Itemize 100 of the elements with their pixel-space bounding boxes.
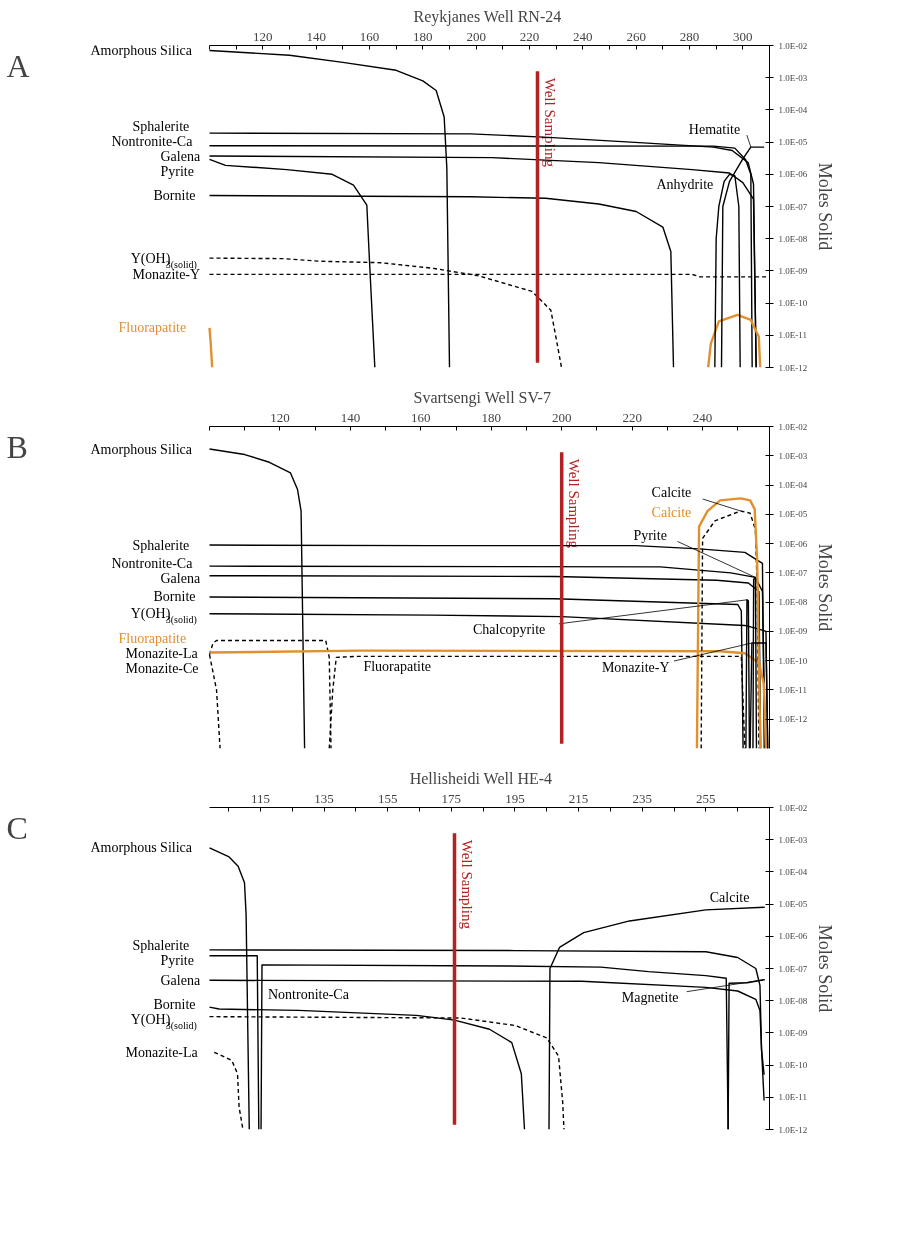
series-label: Calcite xyxy=(651,504,692,520)
x-tick-label: 200 xyxy=(466,28,486,44)
y-tick-label: 1.0E-03 xyxy=(778,834,808,845)
x-tick-label: 240 xyxy=(692,409,713,425)
series-label: Fluorapatite xyxy=(363,658,432,674)
y-tick-label: 1.0E-03 xyxy=(778,450,808,461)
y-tick-label: 1.0E-04 xyxy=(778,866,808,877)
series-label: Amorphous Silica xyxy=(90,840,193,856)
text: C xyxy=(6,809,28,846)
series-label: Sphalerite xyxy=(132,537,190,553)
x-tick-label: 175 xyxy=(441,790,462,806)
series-label: Amorphous Silica xyxy=(90,42,193,58)
text: Pyrite xyxy=(633,527,667,543)
y-tick-label: 1.0E-10 xyxy=(778,298,808,309)
y-tick-label: 1.0E-08 xyxy=(778,995,808,1006)
y-tick-label: 1.0E-02 xyxy=(778,802,808,813)
y-tick-label: 1.0E-05 xyxy=(778,899,808,910)
y-tick-label: 1.0E-06 xyxy=(778,538,808,549)
x-tick-label: 220 xyxy=(622,409,642,425)
x-tick-label: 180 xyxy=(481,409,502,425)
series-label: Monazite-La xyxy=(125,1044,199,1060)
y-tick-label: 1.0E-09 xyxy=(778,1027,808,1038)
text: B xyxy=(6,428,28,465)
ref-line-label: Well Sampling xyxy=(458,839,475,930)
y-tick-label: 1.0E-03 xyxy=(778,72,808,83)
x-tick-label: 200 xyxy=(551,409,572,425)
series-label: Y(OH)3(solid) xyxy=(130,1011,197,1032)
x-tick-label: 120 xyxy=(270,409,290,425)
series-label: Hematite xyxy=(688,121,741,137)
x-tick-label: 235 xyxy=(632,790,652,806)
x-tick-label: 240 xyxy=(573,28,593,44)
y-tick-label: 1.0E-10 xyxy=(778,655,808,666)
series-label: Galena xyxy=(160,570,201,586)
x-tick-label: 220 xyxy=(519,28,540,44)
series-label: Y(OH)3(solid) xyxy=(130,606,197,627)
y-axis-title: Moles Solid xyxy=(815,162,836,251)
series-label: Nontronite-Ca xyxy=(111,555,194,571)
x-tick-label: 260 xyxy=(626,28,646,44)
x-tick-label: 115 xyxy=(250,790,270,806)
series-label: Bornite xyxy=(153,187,196,203)
text: Magnetite xyxy=(621,990,679,1006)
x-tick-label: 160 xyxy=(411,409,431,425)
y-tick-label: 1.0E-02 xyxy=(778,421,808,432)
series-label: Monazite-Ce xyxy=(125,661,199,677)
series-label: Bornite xyxy=(153,589,196,605)
series-label: Monazite-La xyxy=(125,646,199,662)
text: A xyxy=(6,47,30,84)
series-label: Pyrite xyxy=(160,163,194,179)
x-tick-label: 140 xyxy=(306,28,326,44)
x-tick-label: 140 xyxy=(340,409,361,425)
y-tick-label: 1.0E-12 xyxy=(778,1124,808,1135)
text: Chalcopyrite xyxy=(472,622,546,638)
y-axis-title: Moles Solid xyxy=(815,543,836,632)
x-tick-label: 215 xyxy=(568,790,589,806)
y-tick-label: 1.0E-08 xyxy=(778,597,808,608)
y-tick-label: 1.0E-07 xyxy=(778,567,808,578)
x-tick-label: 300 xyxy=(733,28,753,44)
series-label: Fluorapatite xyxy=(118,320,187,336)
y-tick-label: 1.0E-06 xyxy=(778,931,808,942)
series-label: Bornite xyxy=(153,996,196,1012)
y-tick-label: 1.0E-05 xyxy=(778,509,808,520)
series-label: Galena xyxy=(160,972,201,988)
series-label: Calcite xyxy=(709,889,750,905)
y-tick-label: 1.0E-11 xyxy=(778,1092,807,1103)
y-tick-label: 1.0E-08 xyxy=(778,233,808,244)
x-tick-label: 195 xyxy=(505,790,525,806)
ref-line-label: Well Sampling xyxy=(565,458,582,549)
y-axis-title: Moles Solid xyxy=(815,924,836,1013)
y-tick-label: 1.0E-09 xyxy=(778,626,808,637)
y-tick-label: 1.0E-04 xyxy=(778,104,808,115)
y-tick-label: 1.0E-09 xyxy=(778,265,808,276)
y-tick-label: 1.0E-11 xyxy=(778,684,807,695)
x-tick-label: 180 xyxy=(413,28,433,44)
y-tick-label: 1.0E-12 xyxy=(778,714,808,725)
x-tick-label: 135 xyxy=(314,790,334,806)
y-tick-label: 1.0E-07 xyxy=(778,201,808,212)
series-label: Nontronite-Ca xyxy=(111,133,194,149)
x-tick-label: 255 xyxy=(696,790,716,806)
y-tick-label: 1.0E-05 xyxy=(778,137,808,148)
ref-line-label: Well Sampling xyxy=(541,77,558,168)
series-label: Nontronite-Ca xyxy=(268,987,350,1003)
series-label: Sphalerite xyxy=(132,937,190,953)
y-tick-label: 1.0E-10 xyxy=(778,1060,808,1071)
text: Monazite-Y xyxy=(601,659,670,675)
x-tick-label: 120 xyxy=(253,28,273,44)
x-tick-label: 280 xyxy=(679,28,700,44)
y-tick-label: 1.0E-02 xyxy=(778,40,808,51)
x-tick-label: 155 xyxy=(377,790,398,806)
y-tick-label: 1.0E-12 xyxy=(778,362,808,373)
y-tick-label: 1.0E-11 xyxy=(778,330,807,341)
y-tick-label: 1.0E-06 xyxy=(778,169,808,180)
series-label: Sphalerite xyxy=(132,118,190,134)
series-label: Anhydrite xyxy=(656,176,714,192)
x-tick-label: 160 xyxy=(359,28,380,44)
series-label: Amorphous Silica xyxy=(90,441,193,457)
text: Calcite xyxy=(651,485,692,501)
y-tick-label: 1.0E-07 xyxy=(778,963,808,974)
series-label: Galena xyxy=(160,148,201,164)
chart-title: Hellisheidi Well HE-4 xyxy=(409,769,553,787)
chart-title: Reykjanes Well RN-24 xyxy=(413,7,562,26)
